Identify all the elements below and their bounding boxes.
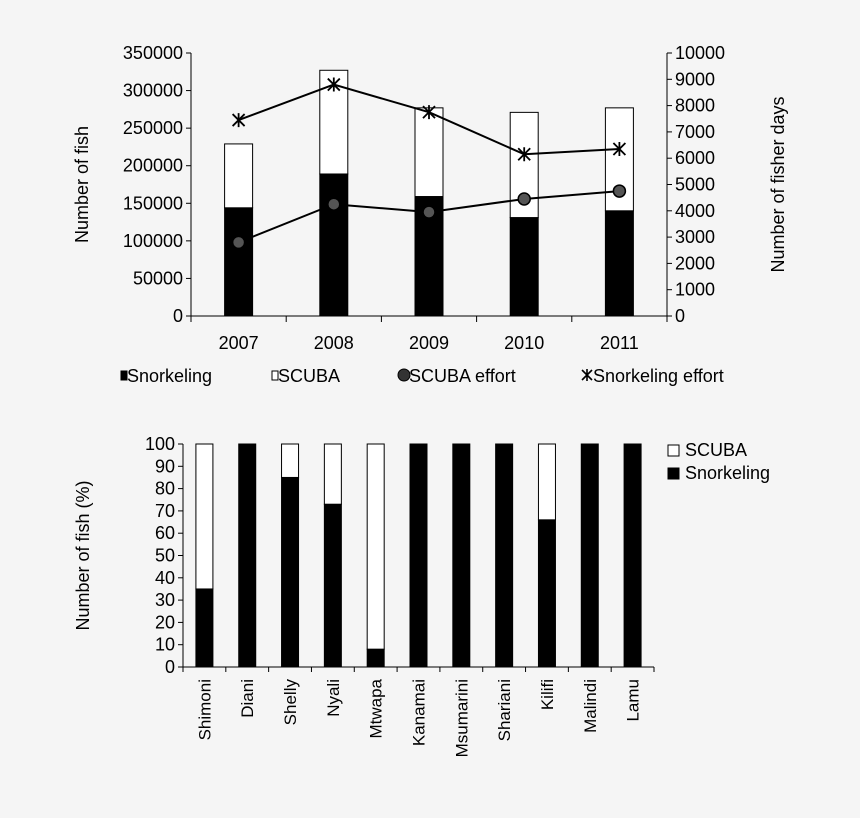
legend-label-snorkeling: Snorkeling xyxy=(685,463,770,483)
legend-label-snorkeling: Snorkeling xyxy=(127,366,212,386)
chart-yearly-catch-and-effort: 0500001000001500002000002500003000003500… xyxy=(72,43,788,386)
bar-scuba-2009 xyxy=(414,107,444,198)
y-axis-label-left: Number of fish xyxy=(72,126,92,243)
bar-snorkeling-2008 xyxy=(319,173,349,317)
legend-swatch-snorkeling-effort xyxy=(581,369,593,381)
y-axis-label-right: Number of fisher days xyxy=(768,96,788,272)
bar-snorkeling-shariani xyxy=(495,443,514,668)
point-snorkeling-effort-2010 xyxy=(517,147,531,162)
x-tick-label: Nyali xyxy=(324,679,343,717)
x-tick-label: Lamu xyxy=(624,679,643,722)
bar-scuba-2007 xyxy=(224,143,254,209)
bar-snorkeling-shelly xyxy=(281,476,300,668)
point-scuba-effort-2010 xyxy=(517,192,531,206)
bar-scuba-nyali xyxy=(323,443,342,505)
y-tick-label: 60 xyxy=(155,523,175,543)
point-snorkeling-effort-2011 xyxy=(612,141,627,156)
y-tick-label: 30 xyxy=(155,590,175,610)
point-scuba-effort-2011 xyxy=(612,184,627,198)
y-tick-label: 40 xyxy=(155,568,175,588)
y-tick-left-label: 150000 xyxy=(123,193,183,213)
y-tick-label: 10 xyxy=(155,635,175,655)
bar-snorkeling-msumarini xyxy=(452,443,471,668)
bar-snorkeling-mtwapa xyxy=(366,648,385,668)
legend-swatch-scuba xyxy=(271,370,279,381)
legend-swatch-snorkeling xyxy=(120,370,128,381)
y-tick-right-label: 6000 xyxy=(675,148,715,168)
legend-label-scuba-effort: SCUBA effort xyxy=(409,366,516,386)
legend-label-snorkeling-effort: Snorkeling effort xyxy=(593,366,724,386)
point-scuba-effort-2008 xyxy=(327,197,341,211)
y-tick-left-label: 300000 xyxy=(123,81,183,101)
y-tick-label: 20 xyxy=(155,612,175,632)
bar-snorkeling-shimoni xyxy=(195,588,214,668)
bar-snorkeling-malindi xyxy=(580,443,599,668)
bar-scuba-kilifi xyxy=(537,443,556,521)
bar-snorkeling-kilifi xyxy=(537,519,556,668)
x-tick-label: 2009 xyxy=(409,333,449,353)
point-snorkeling-effort-2009 xyxy=(422,105,436,120)
point-scuba-effort-2007 xyxy=(231,235,246,250)
legend-swatch-snorkeling xyxy=(667,467,680,480)
y-tick-left-label: 100000 xyxy=(123,231,183,251)
bar-snorkeling-nyali xyxy=(323,503,342,668)
x-tick-label: Kilifi xyxy=(538,679,557,710)
legend-swatch-scuba xyxy=(667,444,680,457)
y-tick-label: 70 xyxy=(155,501,175,521)
x-tick-label: Diani xyxy=(238,679,257,718)
x-tick-label: 2008 xyxy=(314,333,354,353)
y-tick-right-label: 5000 xyxy=(675,175,715,195)
y-tick-left-label: 350000 xyxy=(123,43,183,63)
y-tick-right-label: 10000 xyxy=(675,43,725,63)
bar-scuba-shimoni xyxy=(195,443,214,590)
bar-scuba-mtwapa xyxy=(366,443,385,650)
bar-scuba-shelly xyxy=(281,443,300,478)
y-tick-left-label: 50000 xyxy=(133,268,183,288)
x-tick-label: Mtwapa xyxy=(367,678,386,738)
y-tick-label: 80 xyxy=(155,479,175,499)
bar-snorkeling-diani xyxy=(238,443,257,668)
x-tick-label: Shariani xyxy=(495,679,514,741)
y-axis-label: Number of fish (%) xyxy=(73,480,93,630)
y-tick-right-label: 1000 xyxy=(675,280,715,300)
x-tick-label: Shimoni xyxy=(195,679,214,740)
point-scuba-effort-2009 xyxy=(422,205,436,219)
y-tick-left-label: 0 xyxy=(173,306,183,326)
y-tick-right-label: 0 xyxy=(675,306,685,326)
bar-snorkeling-lamu xyxy=(623,443,642,668)
y-tick-right-label: 3000 xyxy=(675,227,715,247)
y-tick-label: 100 xyxy=(145,434,175,454)
legend-label-scuba: SCUBA xyxy=(278,366,340,386)
point-snorkeling-effort-2008 xyxy=(327,77,341,92)
y-tick-label: 90 xyxy=(155,456,175,476)
bar-snorkeling-2011 xyxy=(604,210,634,317)
x-tick-label: Shelly xyxy=(281,679,300,726)
x-tick-label: Malindi xyxy=(581,679,600,733)
bar-scuba-2010 xyxy=(509,111,539,219)
bar-snorkeling-2010 xyxy=(509,217,539,317)
y-tick-right-label: 8000 xyxy=(675,96,715,116)
y-tick-right-label: 9000 xyxy=(675,69,715,89)
y-tick-label: 50 xyxy=(155,546,175,566)
y-tick-right-label: 2000 xyxy=(675,253,715,273)
y-tick-left-label: 200000 xyxy=(123,156,183,176)
bar-snorkeling-2007 xyxy=(224,207,254,317)
y-tick-right-label: 4000 xyxy=(675,201,715,221)
legend-label-scuba: SCUBA xyxy=(685,440,747,460)
legend-swatch-scuba-effort xyxy=(397,368,411,382)
x-tick-label: Msumarini xyxy=(452,679,471,757)
x-tick-label: 2007 xyxy=(219,333,259,353)
x-tick-label: 2011 xyxy=(600,333,639,353)
x-tick-label: Kanamai xyxy=(410,679,429,746)
bar-snorkeling-kanamai xyxy=(409,443,428,668)
y-tick-left-label: 250000 xyxy=(123,118,183,138)
y-tick-label: 0 xyxy=(165,657,175,677)
x-tick-label: 2010 xyxy=(504,333,544,353)
y-tick-right-label: 7000 xyxy=(675,122,715,142)
point-snorkeling-effort-2007 xyxy=(231,113,246,128)
